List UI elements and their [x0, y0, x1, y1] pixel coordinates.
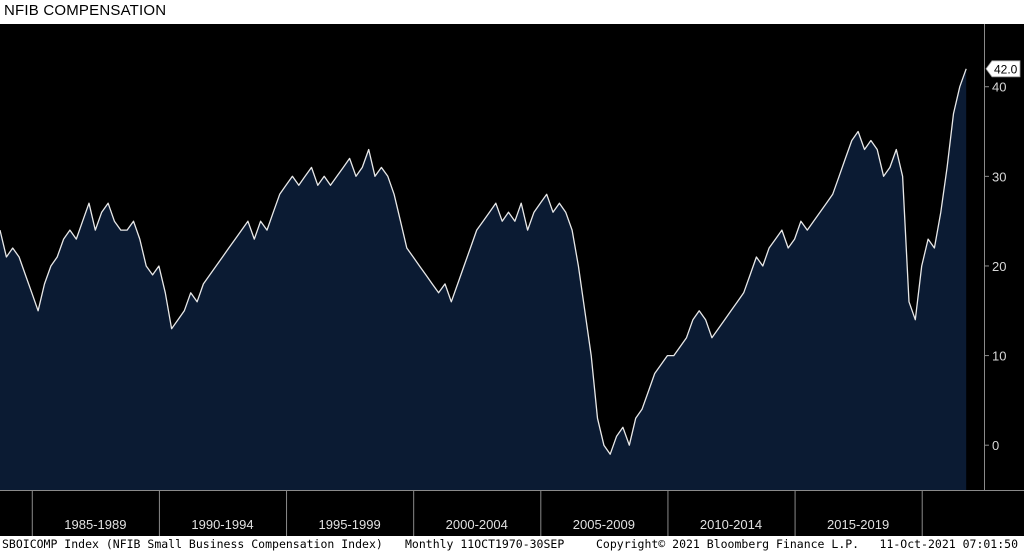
series-line [0, 68, 967, 455]
x-category-label: 2015-2019 [827, 517, 889, 532]
y-tick-label: 10 [992, 349, 1006, 364]
y-tick-label: 0 [992, 438, 999, 453]
x-category-label: 1990-1994 [191, 517, 253, 532]
last-value-box [985, 60, 1021, 78]
y-tick-label: 30 [992, 169, 1006, 184]
y-tick-label: 20 [992, 259, 1006, 274]
y-tick-label: 40 [992, 80, 1006, 95]
series-area [0, 68, 967, 491]
x-category-label: 1985-1989 [64, 517, 126, 532]
chart-svg: 0 10 20 30 40 1985-1989 1990-1994 1995-1999 200… [0, 24, 1024, 536]
chart-title: NFIB COMPENSATION [4, 2, 167, 19]
footer-copyright: Copyright© 2021 Bloomberg Finance L.P. [596, 537, 860, 551]
x-category-label: 2005-2009 [573, 517, 635, 532]
x-category-label: 1995-1999 [319, 517, 381, 532]
chart-area: 0 10 20 30 40 1985-1989 1990-1994 1995-1999 200… [0, 24, 1024, 536]
footer-frequency: Monthly 11OCT1970-30SEP [405, 537, 565, 551]
x-category-label: 2010-2014 [700, 517, 762, 532]
last-value-label: 42.0 [994, 62, 1018, 76]
chart-footer: SBOICOMP Index (NFIB Small Business Comp… [0, 536, 1024, 553]
footer-source: SBOICOMP Index (NFIB Small Business Comp… [2, 537, 383, 551]
footer-timestamp: 11-Oct-2021 07:01:50 [879, 537, 1018, 551]
x-category-label: 2000-2004 [446, 517, 508, 532]
